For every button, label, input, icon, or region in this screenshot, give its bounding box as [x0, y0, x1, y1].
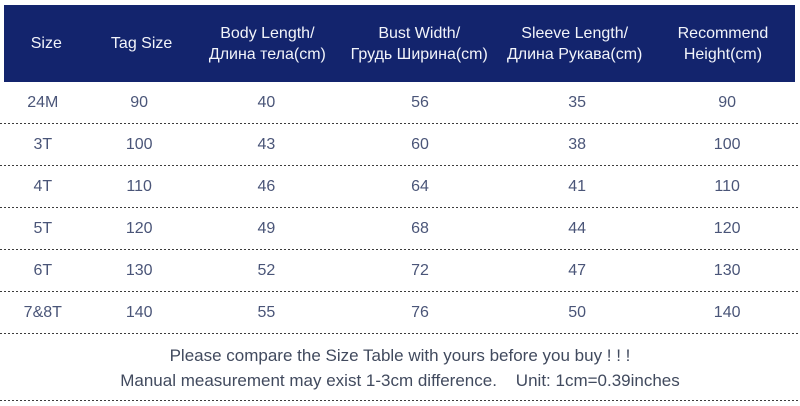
table-cell: 3T — [33, 136, 53, 153]
table-cell: 5T — [33, 220, 53, 237]
column-header-size: Size — [4, 5, 89, 82]
table-cell: 40 — [257, 94, 276, 111]
table-row: 3T 100 43 60 38 100 — [0, 124, 800, 166]
table-cell: 100 — [125, 136, 153, 153]
column-header-sleeve-length: Sleeve Length/ Длина Рукава(cm) — [498, 5, 651, 82]
table-row: 5T 120 49 68 44 120 — [0, 208, 800, 250]
column-header-label-ru: Длина Рукава(cm) — [506, 45, 643, 63]
column-header-label-en: Recommend — [677, 24, 769, 42]
table-cell: 24M — [27, 94, 59, 111]
table-cell: 50 — [568, 304, 587, 321]
table-cell: 68 — [411, 220, 429, 237]
table-cell: 76 — [411, 304, 429, 321]
column-header-label-en: Sleeve Length/ — [521, 24, 629, 42]
table-cell: 140 — [125, 304, 153, 321]
column-header-tag-size: Tag Size — [89, 5, 195, 82]
notes: Please compare the Size Table with yours… — [0, 334, 800, 401]
table-cell: 35 — [568, 94, 587, 111]
table-cell: 110 — [126, 178, 152, 195]
column-header-label-en: Body Length/ — [220, 24, 315, 42]
table-cell: 100 — [713, 136, 741, 153]
column-header-label-ru: Длина тела(cm) — [208, 45, 326, 63]
table-cell: 4T — [33, 178, 53, 195]
table-cell: 72 — [411, 262, 429, 279]
table-body: 24M 90 40 56 35 90 3T 100 43 60 38 100 4T 110 46 64 41 11… — [0, 82, 800, 334]
table-header: Size Tag Size Body Length/ Длина тела(cm… — [4, 5, 795, 82]
table-row: 7&8T 140 55 76 50 140 — [0, 292, 800, 334]
note-measurement-unit: Manual measurement may exist 1-3cm diffe… — [120, 371, 680, 390]
column-header-label-ru: Грудь Ширина(cm) — [350, 45, 488, 63]
table-cell: 90 — [718, 94, 737, 111]
column-header-bust-width: Bust Width/ Грудь Ширина(cm) — [340, 5, 498, 82]
table-row: 4T 110 46 64 41 110 — [0, 166, 800, 208]
table-cell: 7&8T — [23, 304, 62, 321]
column-header-recommend-height: Recommend Height(cm) — [651, 5, 795, 82]
table-cell: 38 — [568, 136, 587, 153]
table-cell: 130 — [713, 262, 741, 279]
table-cell: 52 — [257, 262, 276, 279]
table-row: 6T 130 52 72 47 130 — [0, 250, 800, 292]
table-cell: 56 — [411, 94, 429, 111]
column-header-label-ru: Height(cm) — [683, 45, 763, 63]
table-cell: 64 — [411, 178, 429, 195]
column-header-label-en: Size — [30, 35, 62, 52]
table-cell: 130 — [125, 262, 153, 279]
column-header-label-en: Tag Size — [110, 35, 173, 52]
table-cell: 110 — [714, 178, 740, 195]
table-cell: 120 — [713, 220, 741, 237]
column-header-body-length: Body Length/ Длина тела(cm) — [195, 5, 341, 82]
table-cell: 6T — [33, 262, 53, 279]
table-cell: 43 — [257, 136, 276, 153]
table-cell: 49 — [257, 220, 276, 237]
table-cell: 120 — [125, 220, 153, 237]
table-cell: 140 — [713, 304, 741, 321]
table-cell: 90 — [130, 94, 149, 111]
table-cell: 47 — [568, 262, 587, 279]
table-cell: 55 — [257, 304, 276, 321]
table-cell: 60 — [411, 136, 429, 153]
table-cell: 44 — [568, 220, 587, 237]
column-header-label-en: Bust Width/ — [378, 24, 461, 42]
table-row: 24M 90 40 56 35 90 — [0, 82, 800, 124]
table-cell: 46 — [257, 178, 276, 195]
table-cell: 41 — [568, 178, 587, 195]
note-compare: Please compare the Size Table with yours… — [169, 346, 631, 365]
